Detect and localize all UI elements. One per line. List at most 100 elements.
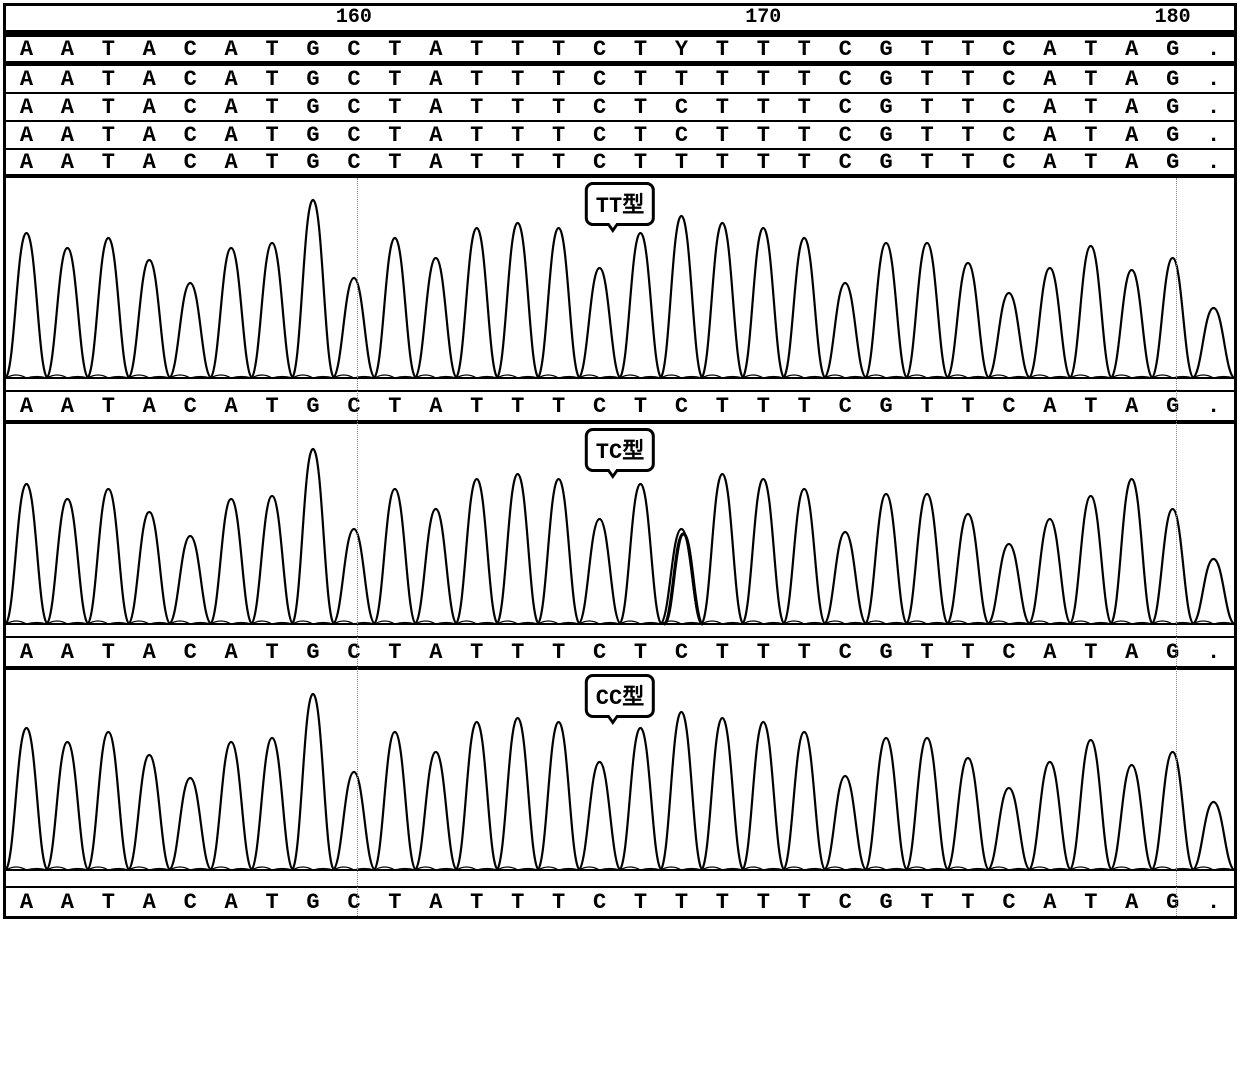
base-letter: T	[456, 95, 497, 120]
base-letter: A	[6, 67, 47, 92]
base-letter: T	[252, 123, 293, 148]
base-letter: A	[129, 37, 170, 62]
base-letter: T	[88, 37, 129, 62]
base-letter: .	[1193, 67, 1234, 92]
base-letter: T	[456, 123, 497, 148]
base-letter: T	[1070, 37, 1111, 62]
base-letter: T	[1070, 67, 1111, 92]
base-letter: T	[907, 394, 948, 419]
base-letter: C	[579, 67, 620, 92]
base-letter: T	[538, 890, 579, 915]
base-letter: C	[579, 640, 620, 665]
base-letter: A	[211, 150, 252, 175]
base-letter: C	[334, 640, 375, 665]
base-letter: C	[825, 95, 866, 120]
base-letter: T	[252, 95, 293, 120]
base-letter: T	[743, 394, 784, 419]
base-letter: A	[1029, 123, 1070, 148]
chromatogram-panel: TC型AATACATGCTATTTCTCTTTCGTTCATAG.	[6, 424, 1234, 670]
base-letter: T	[907, 67, 948, 92]
base-letter: T	[702, 37, 743, 62]
base-letter: .	[1193, 150, 1234, 175]
base-letter: A	[1111, 37, 1152, 62]
base-letter: T	[538, 123, 579, 148]
base-letter: T	[88, 95, 129, 120]
base-letter: T	[374, 67, 415, 92]
base-letter: G	[866, 95, 907, 120]
base-letter: G	[866, 640, 907, 665]
base-letter: A	[1111, 640, 1152, 665]
base-letter: .	[1193, 890, 1234, 915]
base-letter: T	[702, 394, 743, 419]
base-letter: A	[129, 640, 170, 665]
base-letter: A	[415, 394, 456, 419]
base-letter: A	[415, 890, 456, 915]
base-letter: A	[129, 150, 170, 175]
base-letter: A	[47, 394, 88, 419]
base-letter: C	[334, 67, 375, 92]
base-letter: T	[1070, 123, 1111, 148]
base-letter: T	[620, 37, 661, 62]
base-letter: C	[989, 890, 1030, 915]
base-letter: T	[252, 394, 293, 419]
base-letter: C	[170, 95, 211, 120]
base-letter: A	[211, 37, 252, 62]
base-letter: C	[825, 123, 866, 148]
ruler-tick: 180	[1155, 6, 1191, 29]
base-letter: T	[620, 150, 661, 175]
base-letter: T	[784, 123, 825, 148]
base-letter: G	[293, 150, 334, 175]
base-letter: T	[784, 150, 825, 175]
base-letter: T	[497, 95, 538, 120]
base-letter: G	[1152, 890, 1193, 915]
base-letter: A	[1111, 67, 1152, 92]
base-letter: T	[743, 95, 784, 120]
sequence-row: AATACATGCTATTTCTTTTTCGTTCATAG.	[6, 66, 1234, 94]
base-letter: C	[989, 123, 1030, 148]
base-letter: G	[1152, 640, 1193, 665]
base-letter: G	[1152, 123, 1193, 148]
base-letter: T	[743, 123, 784, 148]
base-letter: A	[129, 95, 170, 120]
position-guideline	[357, 178, 358, 916]
base-letter: C	[579, 890, 620, 915]
base-letter: G	[866, 150, 907, 175]
base-letter: A	[129, 67, 170, 92]
base-letter: G	[1152, 37, 1193, 62]
sequence-row: AATACATGCTATTTCTCTTTCGTTCATAG.	[6, 94, 1234, 122]
base-letter: T	[948, 95, 989, 120]
base-letter: .	[1193, 394, 1234, 419]
base-letter: A	[1029, 640, 1070, 665]
base-letter: A	[129, 890, 170, 915]
base-letter: T	[784, 394, 825, 419]
base-letter: G	[293, 640, 334, 665]
base-letter: C	[661, 640, 702, 665]
base-letter: T	[88, 394, 129, 419]
base-letter: T	[784, 95, 825, 120]
base-letter: G	[293, 67, 334, 92]
base-letter: T	[456, 640, 497, 665]
base-letter: A	[47, 67, 88, 92]
base-letter: G	[866, 394, 907, 419]
base-letter: C	[334, 394, 375, 419]
base-letter: T	[497, 37, 538, 62]
base-letter: A	[6, 123, 47, 148]
position-guideline	[1176, 178, 1177, 916]
base-letter: A	[1111, 123, 1152, 148]
base-letter: C	[825, 640, 866, 665]
base-letter: A	[6, 95, 47, 120]
base-letter: A	[129, 394, 170, 419]
base-letter: T	[702, 123, 743, 148]
base-letter: T	[620, 890, 661, 915]
base-letter: T	[743, 37, 784, 62]
base-letter: T	[497, 123, 538, 148]
base-letter: A	[211, 95, 252, 120]
base-letter: T	[702, 640, 743, 665]
base-letter: C	[661, 123, 702, 148]
base-letter: T	[252, 150, 293, 175]
base-letter: T	[538, 95, 579, 120]
base-letter: G	[293, 37, 334, 62]
base-letter: C	[579, 150, 620, 175]
base-letter: A	[415, 95, 456, 120]
base-letter: T	[907, 37, 948, 62]
